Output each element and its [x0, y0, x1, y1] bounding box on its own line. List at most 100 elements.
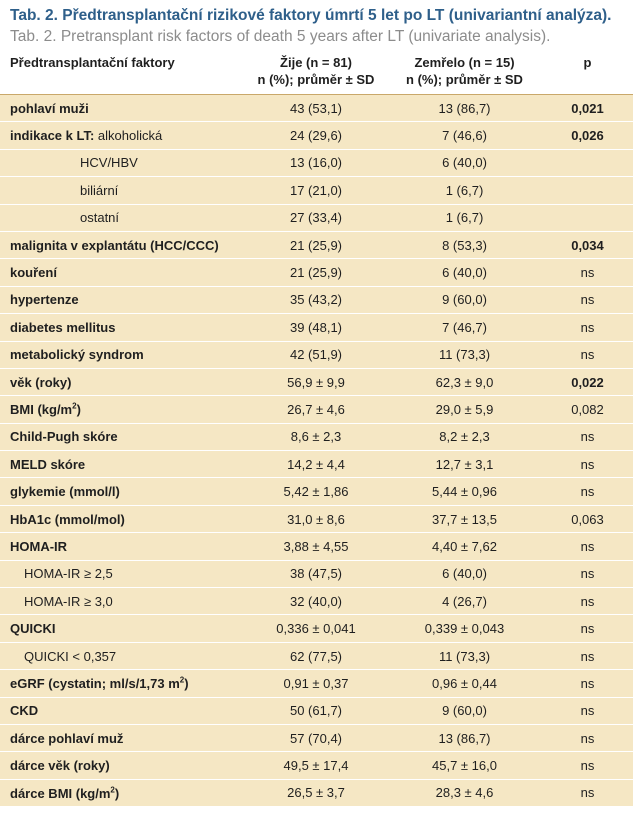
- row-label-text: CKD: [10, 703, 39, 719]
- cell-alive: 13 (16,0): [245, 149, 387, 178]
- cell-alive: 39 (48,1): [245, 313, 387, 342]
- cell-alive: 21 (25,9): [245, 258, 387, 287]
- header-factors: Předtransplantační faktory: [0, 50, 245, 95]
- header-dead-line2: n (%); průměr ± SD: [406, 72, 523, 87]
- row-label-text: dárce pohlaví muž: [10, 730, 124, 746]
- cell-dead: 11 (73,3): [387, 341, 542, 369]
- row-label: HbA1c (mmol/mol): [0, 505, 245, 534]
- row-label-text: HbA1c (mmol/mol): [10, 511, 125, 527]
- row-label-end: ): [76, 402, 81, 418]
- row-label: dárce pohlaví muž: [0, 724, 245, 753]
- row-label-text: BMI (kg/m: [10, 402, 73, 418]
- cell-p: ns: [542, 560, 633, 589]
- cell-dead: 7 (46,6): [387, 121, 542, 150]
- row-label-text: dárce věk (roky): [10, 758, 110, 774]
- row-label: Child-Pugh skóre: [0, 423, 245, 452]
- cell-alive: 42 (51,9): [245, 341, 387, 369]
- header-alive-line1: Žije (n = 81): [280, 55, 352, 70]
- cell-p: ns: [542, 286, 633, 315]
- cell-dead: 4 (26,7): [387, 587, 542, 616]
- cell-dead: 11 (73,3): [387, 642, 542, 671]
- cell-dead: 45,7 ± 16,0: [387, 751, 542, 780]
- cell-alive: 14,2 ± 4,4: [245, 450, 387, 479]
- row-label: kouření: [0, 258, 245, 287]
- cell-alive: 26,7 ± 4,6: [245, 395, 387, 424]
- table-row: Child-Pugh skóre 8,6 ± 2,3 8,2 ± 2,3 ns: [0, 423, 633, 452]
- table-row: HOMA-IR 3,88 ± 4,55 4,40 ± 7,62 ns: [0, 532, 633, 561]
- cell-alive: 31,0 ± 8,6: [245, 505, 387, 534]
- table-row: HCV/HBV 13 (16,0) 6 (40,0): [0, 149, 633, 178]
- table-row: věk (roky) 56,9 ± 9,9 62,3 ± 9,0 0,022: [0, 368, 633, 397]
- cell-alive: 26,5 ± 3,7: [245, 779, 387, 808]
- row-label: věk (roky): [0, 368, 245, 397]
- cell-dead: 7 (46,7): [387, 313, 542, 342]
- row-label-text: QUICKI: [10, 621, 56, 637]
- row-label-sup: 2: [72, 401, 77, 411]
- row-label-text: indikace k LT:: [10, 128, 95, 144]
- row-label: QUICKI < 0,357: [0, 642, 245, 671]
- cell-dead: 9 (60,0): [387, 286, 542, 315]
- row-label: glykemie (mmol/l): [0, 477, 245, 506]
- table-row: dárce BMI (kg/m2) 26,5 ± 3,7 28,3 ± 4,6 …: [0, 779, 633, 808]
- row-label: dárce BMI (kg/m2): [0, 779, 245, 808]
- row-label-text: HOMA-IR: [10, 538, 68, 554]
- header-alive-line2: n (%); průměr ± SD: [257, 72, 375, 87]
- header-alive: Žije (n = 81) n (%); průměr ± SD: [245, 50, 387, 95]
- cell-alive: 57 (70,4): [245, 724, 387, 753]
- cell-dead: 0,339 ± 0,043: [387, 614, 542, 643]
- cell-alive: 21 (25,9): [245, 231, 387, 260]
- row-label: eGRF (cystatin; ml/s/1,73 m2): [0, 669, 245, 698]
- cell-alive: 24 (29,6): [245, 121, 387, 150]
- table-row: metabolický syndrom 42 (51,9) 11 (73,3) …: [0, 341, 633, 369]
- cell-p: ns: [542, 642, 633, 671]
- table-row: HbA1c (mmol/mol) 31,0 ± 8,6 37,7 ± 13,5 …: [0, 505, 633, 534]
- cell-dead: 13 (86,7): [387, 724, 542, 753]
- table-row: MELD skóre 14,2 ± 4,4 12,7 ± 3,1 ns: [0, 450, 633, 479]
- cell-dead: 8,2 ± 2,3: [387, 423, 542, 452]
- cell-dead: 6 (40,0): [387, 258, 542, 287]
- cell-alive: 5,42 ± 1,86: [245, 477, 387, 506]
- row-label: HCV/HBV: [0, 149, 245, 178]
- cell-dead: 12,7 ± 3,1: [387, 450, 542, 479]
- table-row: QUICKI < 0,357 62 (77,5) 11 (73,3) ns: [0, 642, 633, 671]
- row-label-text: kouření: [10, 265, 57, 281]
- row-label-end: ): [184, 676, 189, 692]
- row-label-text: eGRF (cystatin; ml/s/1,73 m: [10, 676, 180, 692]
- row-label: pohlaví muži: [0, 94, 245, 123]
- cell-alive: 17 (21,0): [245, 176, 387, 205]
- table-title: Tab. 2. Předtransplantační rizikové fakt…: [10, 7, 612, 24]
- cell-alive: 27 (33,4): [245, 204, 387, 232]
- cell-dead: 28,3 ± 4,6: [387, 779, 542, 808]
- cell-alive: 50 (61,7): [245, 697, 387, 725]
- row-label-sup: 2: [179, 675, 185, 685]
- cell-dead: 1 (6,7): [387, 176, 542, 205]
- cell-dead: 4,40 ± 7,62: [387, 532, 542, 561]
- row-label-text: hypertenze: [10, 292, 79, 308]
- cell-p: ns: [542, 751, 633, 780]
- row-label: HOMA-IR ≥ 2,5: [0, 560, 245, 589]
- row-label-text: metabolický syndrom: [10, 347, 144, 363]
- cell-alive: 35 (43,2): [245, 286, 387, 315]
- table-row: HOMA-IR ≥ 3,0 32 (40,0) 4 (26,7) ns: [0, 587, 633, 616]
- cell-dead: 29,0 ± 5,9: [387, 395, 542, 424]
- cell-alive: 8,6 ± 2,3: [245, 423, 387, 452]
- cell-p: ns: [542, 313, 633, 342]
- table-row: malignita v explantátu (HCC/CCC) 21 (25,…: [0, 231, 633, 260]
- table-row: hypertenze 35 (43,2) 9 (60,0) ns: [0, 286, 633, 315]
- row-label: malignita v explantátu (HCC/CCC): [0, 231, 245, 260]
- row-label-text: dárce BMI (kg/m: [10, 785, 111, 801]
- cell-alive: 32 (40,0): [245, 587, 387, 616]
- cell-p: [542, 176, 633, 205]
- table-row: dárce pohlaví muž 57 (70,4) 13 (86,7) ns: [0, 724, 633, 753]
- row-label-sup: 2: [110, 785, 115, 795]
- table-row: kouření 21 (25,9) 6 (40,0) ns: [0, 258, 633, 287]
- cell-p: ns: [542, 697, 633, 725]
- cell-p: 0,026: [542, 121, 633, 150]
- table-row: ostatní 27 (33,4) 1 (6,7): [0, 204, 633, 232]
- table-row: glykemie (mmol/l) 5,42 ± 1,86 5,44 ± 0,9…: [0, 477, 633, 506]
- row-label: HOMA-IR ≥ 3,0: [0, 587, 245, 616]
- row-label: CKD: [0, 697, 245, 725]
- row-label-text: pohlaví muži: [10, 100, 89, 116]
- cell-p: ns: [542, 450, 633, 479]
- cell-alive: 3,88 ± 4,55: [245, 532, 387, 561]
